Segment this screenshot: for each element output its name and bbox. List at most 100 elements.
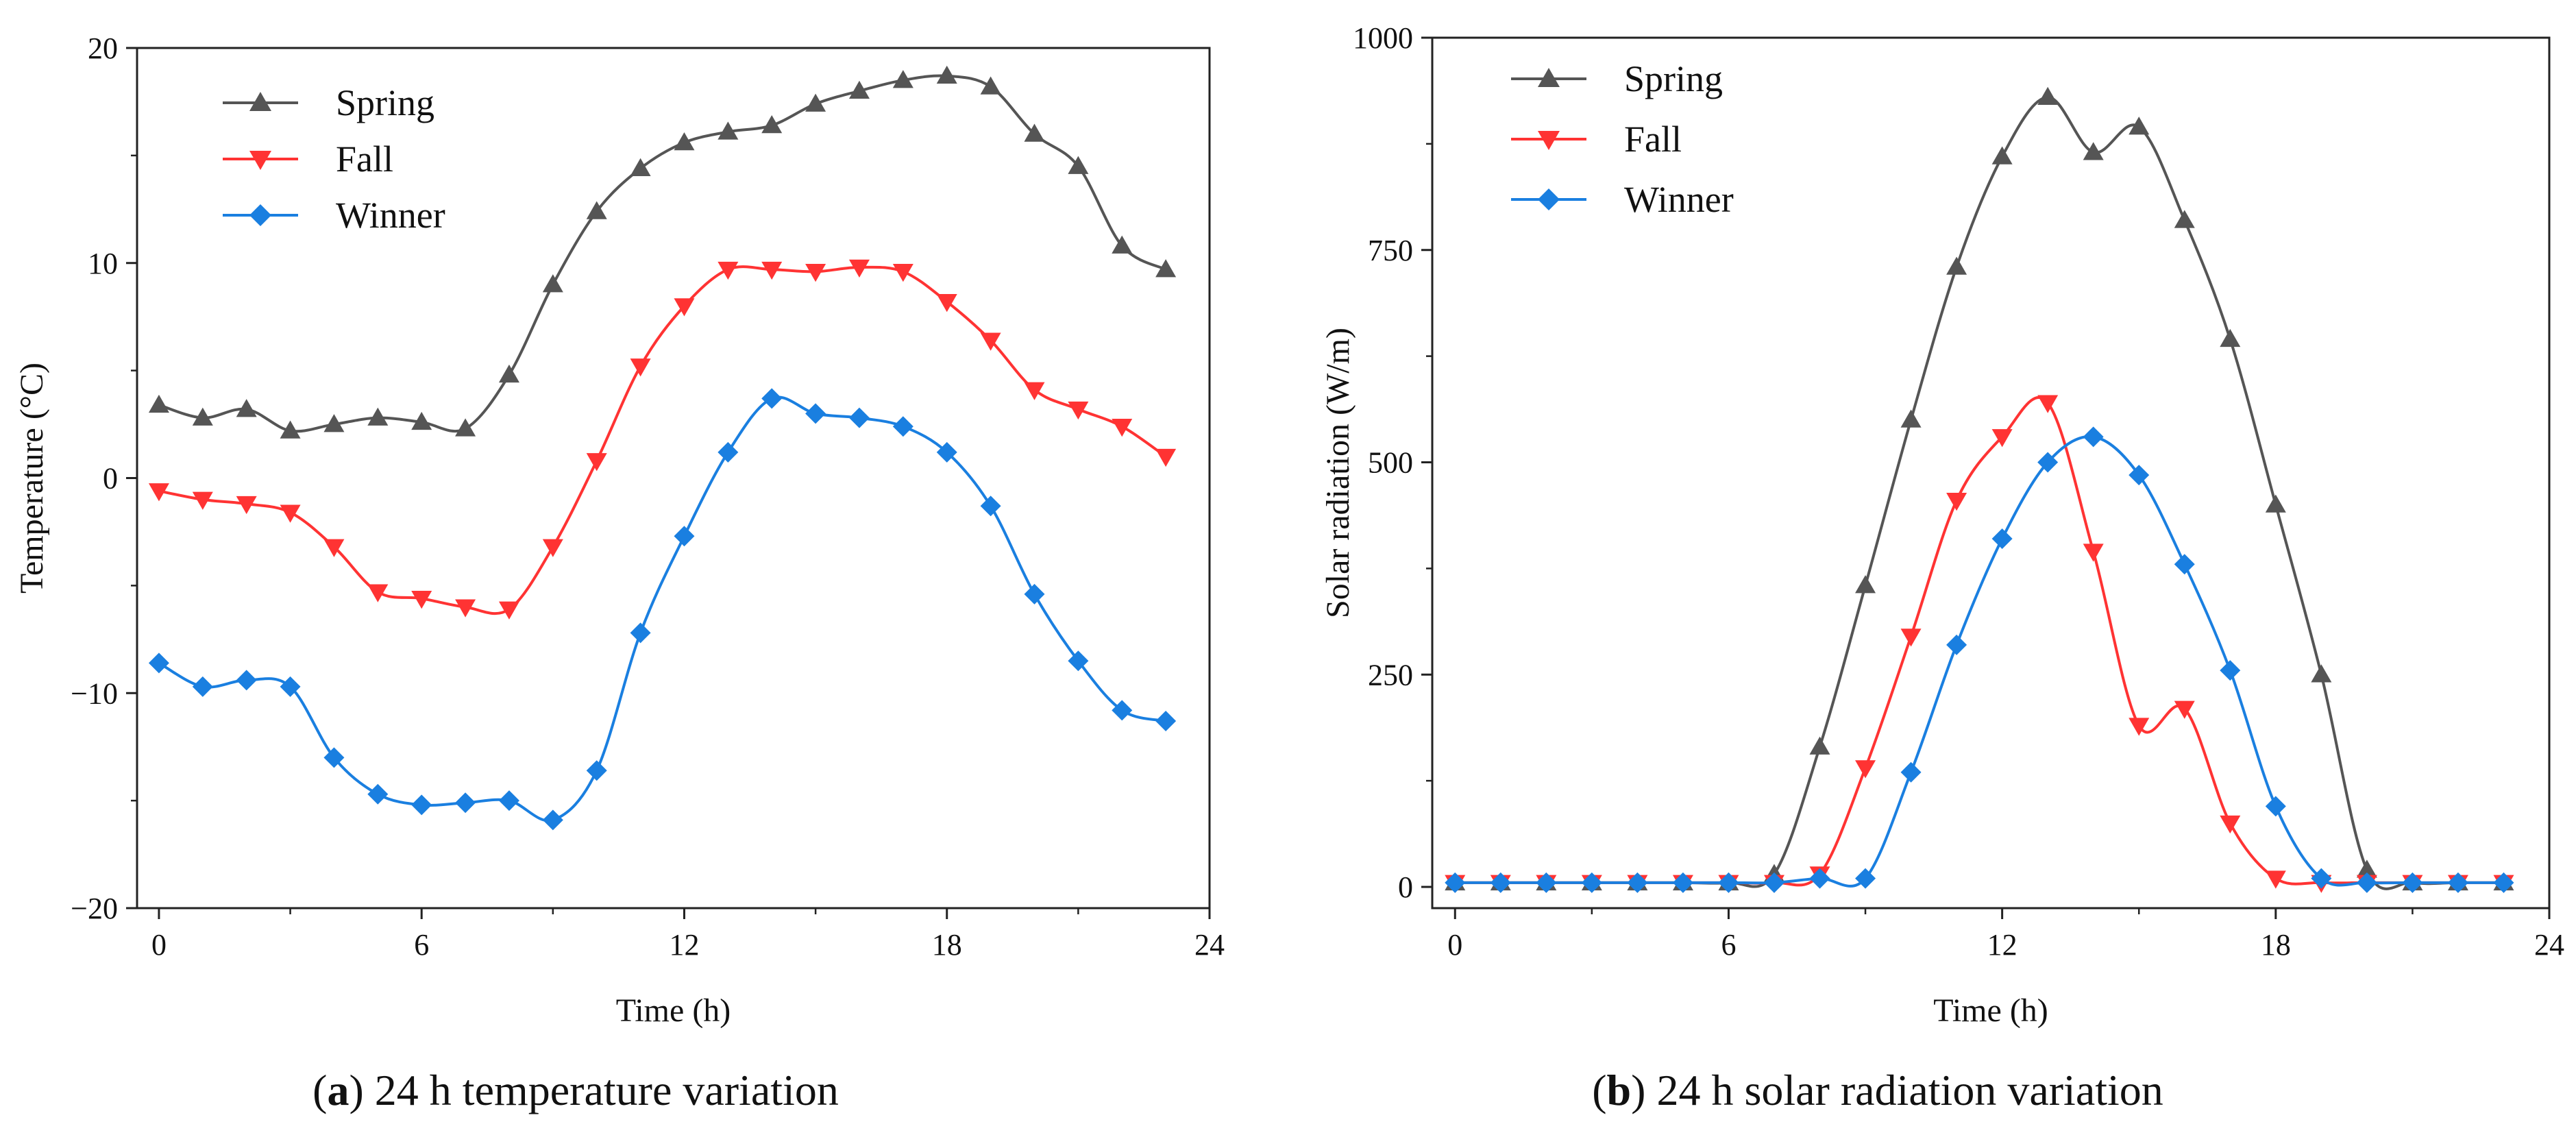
y-tick-label: −10 bbox=[71, 676, 118, 710]
legend-marker-spring bbox=[1538, 68, 1560, 87]
data-point-fall bbox=[936, 293, 957, 313]
series-line-fall bbox=[1455, 396, 2504, 887]
data-point-fall bbox=[761, 261, 783, 280]
x-tick-label: 24 bbox=[2534, 928, 2564, 962]
data-point-spring bbox=[1112, 235, 1133, 254]
data-point-winner bbox=[980, 496, 1001, 517]
data-point-fall bbox=[1855, 760, 1876, 779]
data-point-spring bbox=[586, 201, 607, 219]
x-tick-label: 6 bbox=[1721, 928, 1736, 962]
data-point-fall bbox=[2129, 718, 2150, 736]
x-tick-label: 12 bbox=[669, 928, 699, 962]
data-point-spring bbox=[936, 65, 957, 84]
data-point-winner bbox=[1855, 868, 1876, 889]
data-point-spring bbox=[761, 114, 783, 134]
caption-a: (a) 24 h temperature variation bbox=[312, 1066, 839, 1114]
series-spring bbox=[148, 65, 1177, 439]
data-point-winner bbox=[1946, 634, 1967, 655]
data-point-fall bbox=[1024, 382, 1045, 400]
data-point-fall bbox=[630, 358, 651, 377]
data-point-winner bbox=[2493, 872, 2514, 893]
data-point-spring bbox=[980, 76, 1001, 95]
data-point-spring bbox=[2083, 142, 2104, 160]
data-point-winner bbox=[1112, 700, 1133, 721]
y-tick-label: 0 bbox=[1398, 870, 1413, 904]
data-point-winner bbox=[1024, 583, 1045, 605]
legend-label-winner: Winner bbox=[1624, 179, 1734, 220]
data-point-fall bbox=[1112, 418, 1133, 437]
data-point-winner bbox=[236, 670, 257, 691]
caption-a-letter: a bbox=[327, 1066, 349, 1114]
data-point-fall bbox=[2174, 700, 2195, 719]
data-point-spring bbox=[2265, 494, 2286, 513]
data-point-fall bbox=[280, 504, 301, 523]
data-point-fall bbox=[1991, 429, 2013, 448]
data-point-spring bbox=[1024, 123, 1045, 142]
data-point-winner bbox=[280, 676, 301, 697]
data-point-winner bbox=[2083, 426, 2104, 448]
data-point-fall bbox=[1068, 401, 1089, 420]
data-point-winner bbox=[498, 790, 519, 811]
data-point-winner bbox=[805, 403, 826, 424]
y-tick-label: 20 bbox=[88, 32, 118, 65]
x-tick-label: 6 bbox=[414, 928, 429, 962]
caption-b: (b) 24 h solar radiation variation bbox=[1592, 1066, 2163, 1114]
legend-marker-winner bbox=[249, 204, 271, 226]
y-tick-label: 250 bbox=[1368, 658, 1413, 692]
data-point-fall bbox=[236, 496, 257, 515]
series-line-winner bbox=[1455, 435, 2504, 888]
data-point-spring bbox=[1155, 259, 1177, 278]
legend-label-spring: Spring bbox=[336, 82, 434, 123]
data-point-fall bbox=[498, 601, 519, 620]
data-point-spring bbox=[2311, 664, 2332, 683]
data-point-spring bbox=[848, 80, 870, 99]
data-point-spring bbox=[2356, 859, 2377, 878]
data-point-fall bbox=[323, 539, 345, 557]
legend: Spring Fall Winner bbox=[223, 82, 445, 236]
legend-marker-fall bbox=[1538, 131, 1560, 150]
caption-b-text: 24 h solar radiation variation bbox=[1645, 1066, 2163, 1114]
data-point-winner bbox=[1445, 872, 1466, 893]
y-tick-label: 1000 bbox=[1353, 21, 1413, 55]
series-fall bbox=[1445, 395, 2514, 893]
series-winner bbox=[148, 388, 1177, 831]
caption-b-letter: b bbox=[1607, 1066, 1632, 1114]
data-point-winner bbox=[717, 441, 739, 463]
data-point-winner bbox=[2174, 554, 2195, 575]
data-point-fall bbox=[586, 453, 607, 472]
data-point-fall bbox=[1946, 493, 1967, 511]
series-line-fall bbox=[158, 265, 1167, 615]
data-point-winner bbox=[1900, 761, 1922, 783]
series-line-spring bbox=[1455, 95, 2504, 890]
y-axis-label: Solar radiation (W/m) bbox=[1320, 328, 1356, 618]
legend-label-fall: Fall bbox=[336, 138, 393, 180]
series-fall bbox=[148, 259, 1177, 620]
data-point-spring bbox=[236, 399, 257, 417]
data-point-winner bbox=[323, 747, 345, 768]
data-point-fall bbox=[455, 599, 476, 618]
data-point-winner bbox=[1627, 872, 1648, 893]
data-point-fall bbox=[892, 264, 913, 282]
data-point-winner bbox=[586, 760, 607, 781]
data-point-winner bbox=[2402, 872, 2423, 893]
data-point-spring bbox=[630, 158, 651, 176]
data-point-winner bbox=[1490, 872, 1511, 893]
data-point-spring bbox=[192, 407, 213, 426]
data-point-spring bbox=[455, 418, 476, 437]
legend-marker-winner bbox=[1538, 188, 1560, 210]
x-tick-label: 18 bbox=[2261, 928, 2291, 962]
data-point-fall bbox=[1900, 628, 1922, 647]
y-axis-label: Temperature (°C) bbox=[14, 363, 50, 594]
legend-label-fall: Fall bbox=[1624, 119, 1682, 160]
data-point-spring bbox=[323, 414, 345, 432]
data-point-winner bbox=[367, 783, 389, 805]
data-point-fall bbox=[2265, 870, 2286, 889]
data-point-spring bbox=[1855, 575, 1876, 594]
x-tick-label: 18 bbox=[932, 928, 962, 962]
data-point-winner bbox=[542, 809, 563, 831]
legend-label-winner: Winner bbox=[336, 195, 445, 236]
data-point-spring bbox=[717, 121, 739, 140]
data-point-winner bbox=[455, 792, 476, 814]
data-point-winner bbox=[1155, 711, 1177, 732]
data-point-spring bbox=[1900, 409, 1922, 428]
